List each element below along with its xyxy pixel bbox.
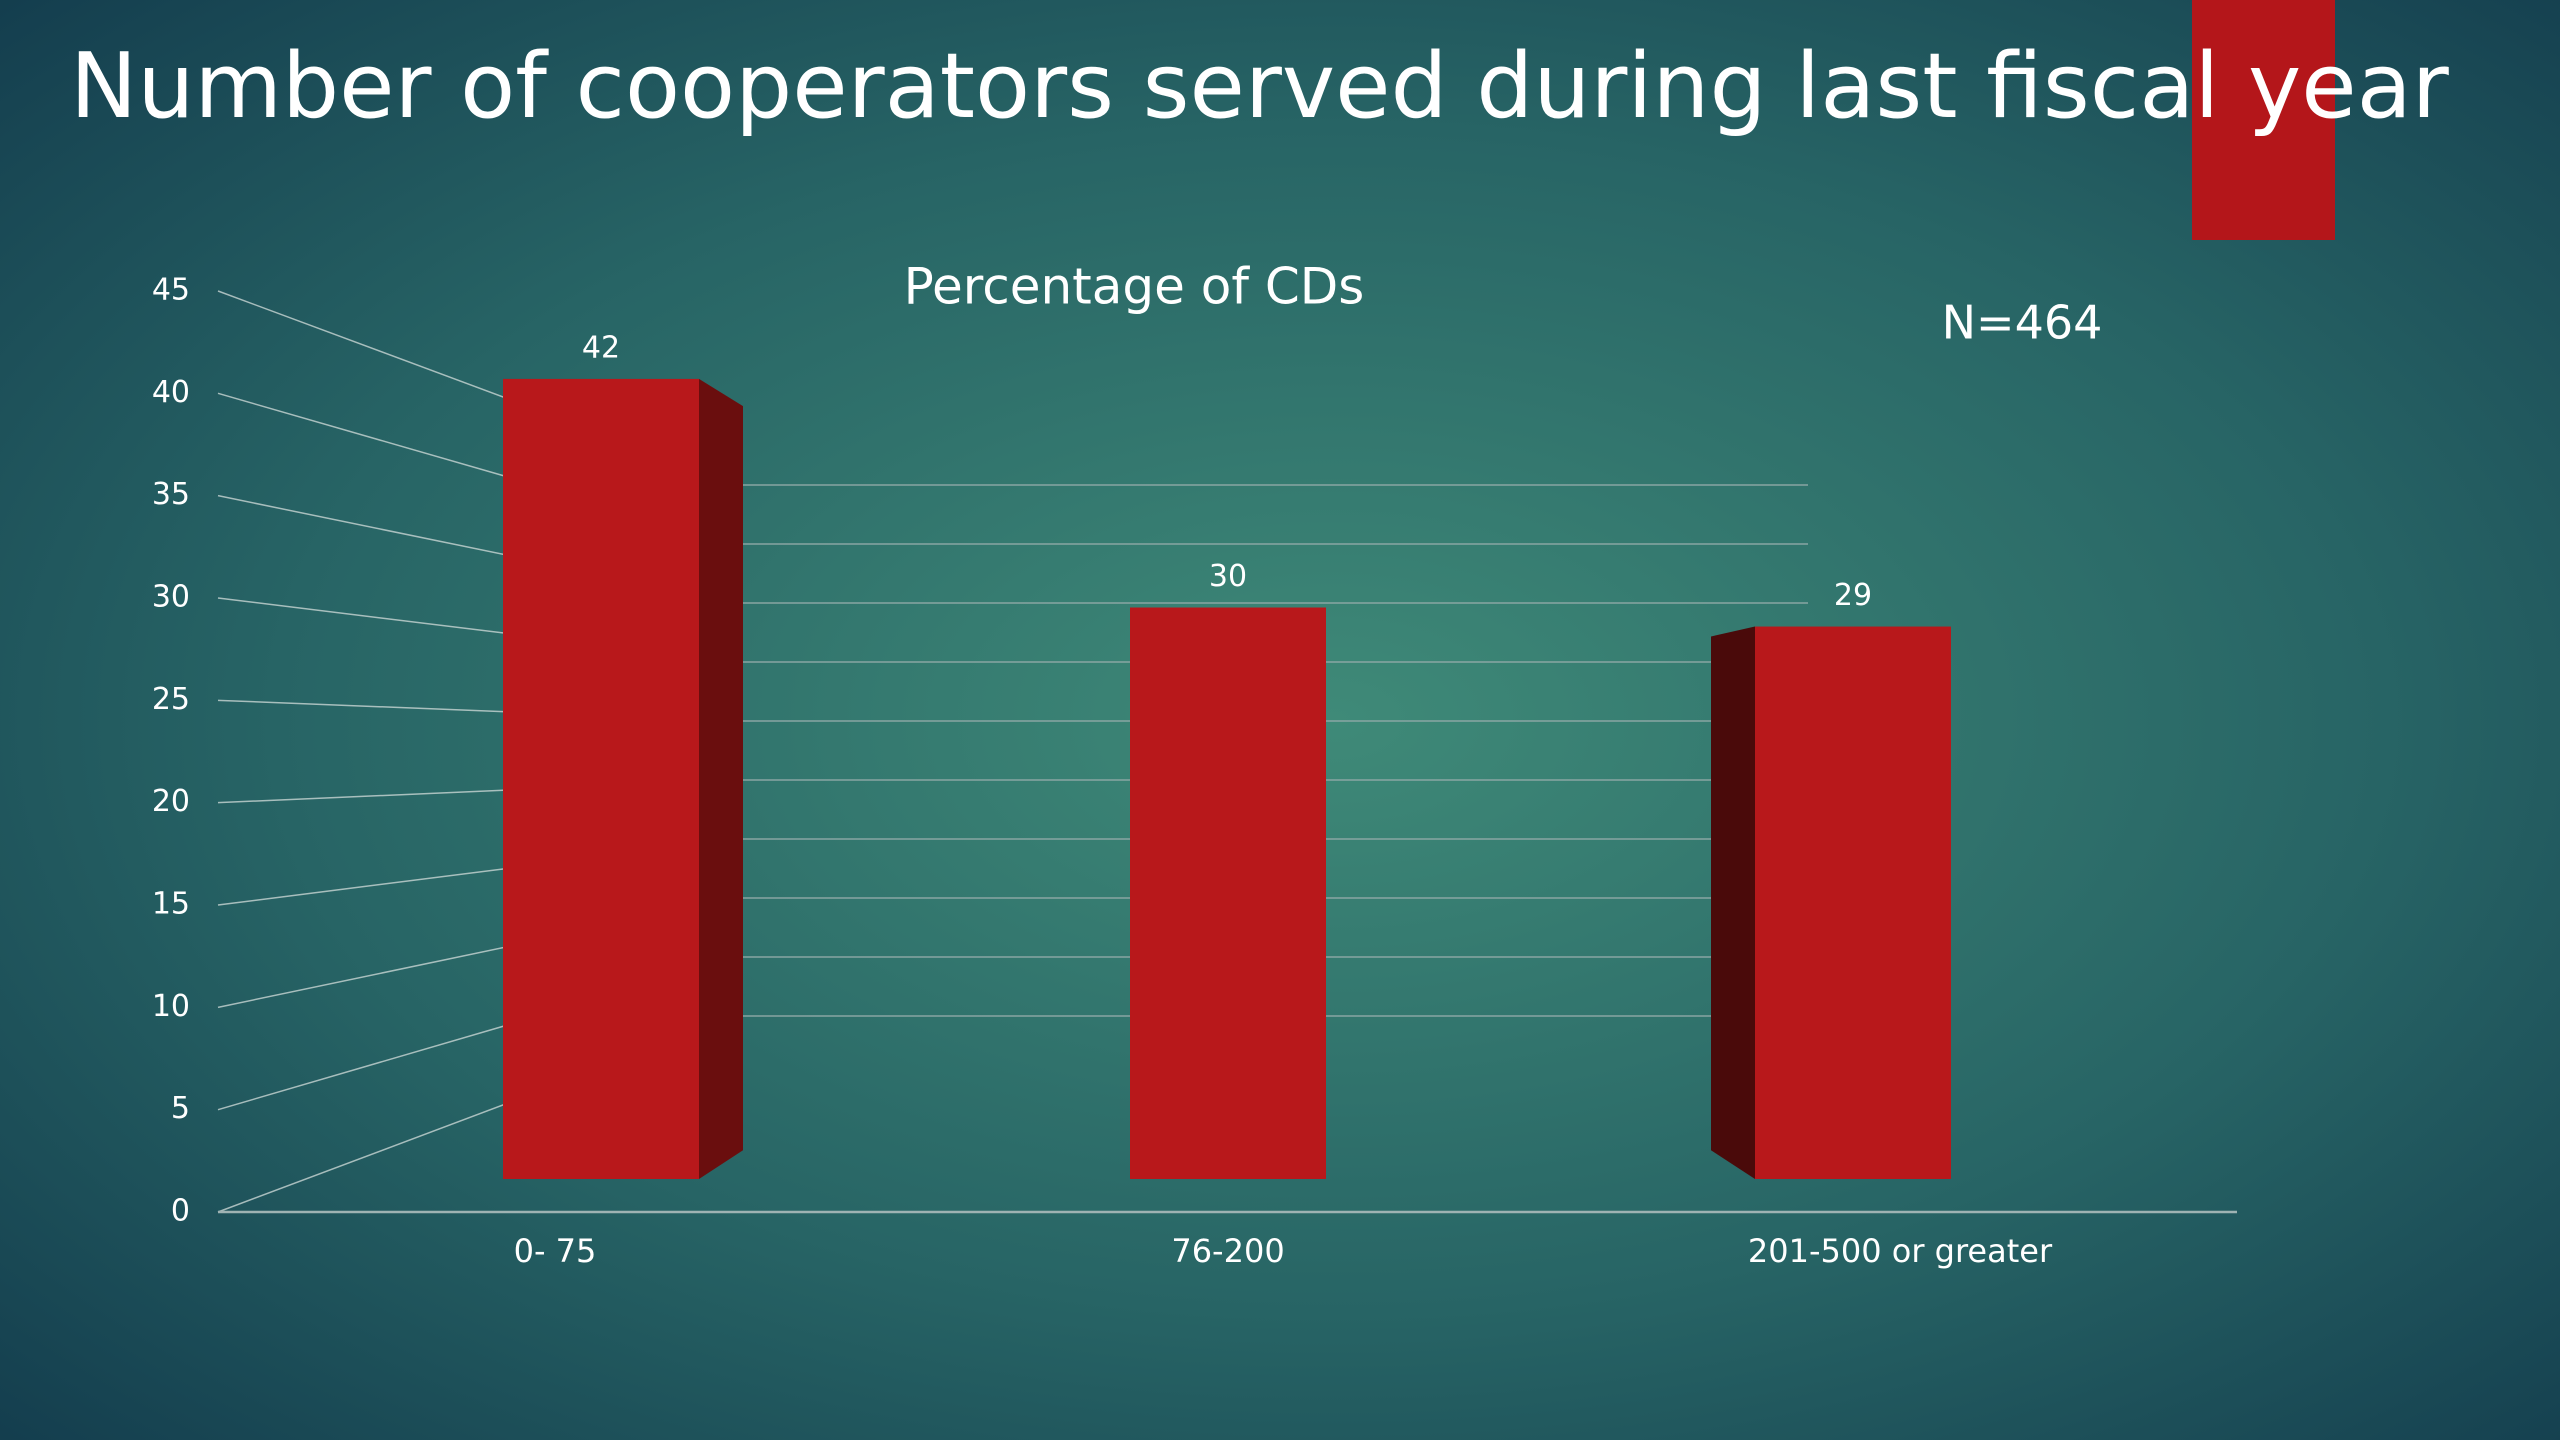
bar	[1130, 607, 1326, 1179]
y-tick-label: 15	[152, 887, 190, 922]
value-label: 42	[582, 330, 620, 365]
bar-side	[1711, 626, 1755, 1179]
y-tick-label: 25	[152, 682, 190, 717]
x-tick-label: 201-500 or greater	[1748, 1232, 2053, 1270]
x-tick-label: 76-200	[1171, 1232, 1284, 1270]
slide-title: Number of cooperators served during last…	[70, 34, 2449, 139]
plot-area: 0 5 10 15 20 25 30 35 40 45 42 30 29 0- 75 76-200 201-5…	[152, 273, 2237, 1270]
value-label: 30	[1209, 559, 1247, 594]
y-tick-label: 40	[152, 375, 190, 410]
value-label: 29	[1834, 578, 1872, 613]
annotation: N=464	[1942, 296, 2103, 350]
x-tick-label: 0- 75	[514, 1232, 597, 1270]
accent-block	[2192, 0, 2335, 240]
chart-title: Percentage of CDs	[904, 258, 1365, 316]
bar	[1755, 626, 1951, 1179]
bar	[503, 378, 699, 1179]
y-tick-label: 5	[171, 1091, 190, 1126]
y-tick-label: 30	[152, 580, 190, 615]
y-tick-label: 10	[152, 989, 190, 1024]
y-tick-label: 45	[152, 273, 190, 308]
bar-side	[699, 378, 743, 1179]
y-tick-label: 0	[171, 1194, 190, 1229]
y-tick-label: 20	[152, 784, 190, 819]
y-tick-label: 35	[152, 477, 190, 512]
